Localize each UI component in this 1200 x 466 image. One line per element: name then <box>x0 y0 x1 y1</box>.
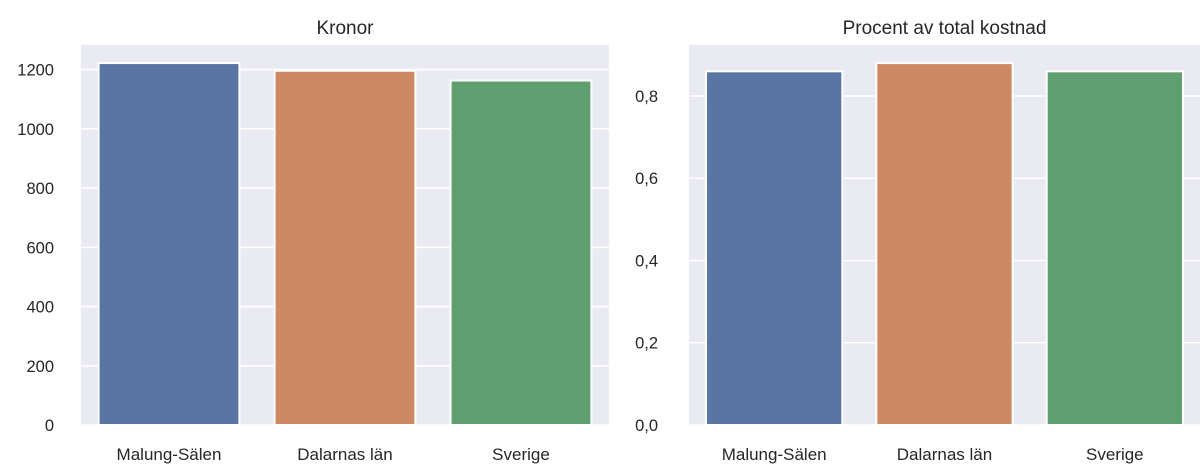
bars-kronor <box>97 62 593 427</box>
y-tick-label-kronor-0: 0 <box>45 417 54 435</box>
chart-procent: 0,0 0,2 0,4 0,6 0,8 Malung-Sälen Dalarnas län… <box>635 18 1200 464</box>
x-tick-label-kronor-1: Dalarnas län <box>297 445 392 464</box>
y-tick-label-kronor-1: 200 <box>26 358 54 376</box>
x-tick-label-kronor-0: Malung-Sälen <box>117 445 222 464</box>
y-tick-label-procent-0: 0,0 <box>635 417 658 435</box>
y-tick-label-kronor-2: 400 <box>26 299 54 317</box>
bar-kronor-0 <box>97 62 241 427</box>
bars-procent <box>705 62 1184 426</box>
chart-title-procent: Procent av total kostnad <box>843 18 1047 39</box>
chart-title-kronor: Kronor <box>316 18 374 39</box>
bar-procent-2 <box>1045 70 1184 426</box>
bar-kronor-2 <box>449 79 593 427</box>
y-tick-label-kronor-6: 1200 <box>17 62 54 80</box>
x-tick-label-kronor-2: Sverige <box>492 445 550 464</box>
y-tick-label-procent-1: 0,2 <box>635 335 658 353</box>
y-tick-label-procent-3: 0,6 <box>635 170 658 188</box>
chart-kronor: 0 200 400 600 800 1000 1200 Malung-Sälen Dalarn… <box>17 18 609 464</box>
bar-procent-0 <box>705 70 844 426</box>
y-tick-label-kronor-4: 800 <box>26 180 54 198</box>
x-tick-label-procent-1: Dalarnas län <box>897 445 992 464</box>
y-tick-label-procent-4: 0,8 <box>635 88 658 106</box>
y-tick-label-procent-2: 0,4 <box>635 252 658 270</box>
y-tick-label-kronor-3: 600 <box>26 239 54 257</box>
x-tick-labels-kronor: Malung-Sälen Dalarnas län Sverige <box>117 445 550 464</box>
y-tick-labels-kronor: 0 200 400 600 800 1000 1200 <box>17 62 54 435</box>
x-tick-label-procent-0: Malung-Sälen <box>722 445 827 464</box>
y-tick-labels-procent: 0,0 0,2 0,4 0,6 0,8 <box>635 88 658 435</box>
y-tick-label-kronor-5: 1000 <box>17 121 54 139</box>
bar-procent-1 <box>875 62 1014 426</box>
bar-kronor-1 <box>273 69 417 426</box>
x-tick-labels-procent: Malung-Sälen Dalarnas län Sverige <box>722 445 1144 464</box>
x-tick-label-procent-2: Sverige <box>1086 445 1144 464</box>
